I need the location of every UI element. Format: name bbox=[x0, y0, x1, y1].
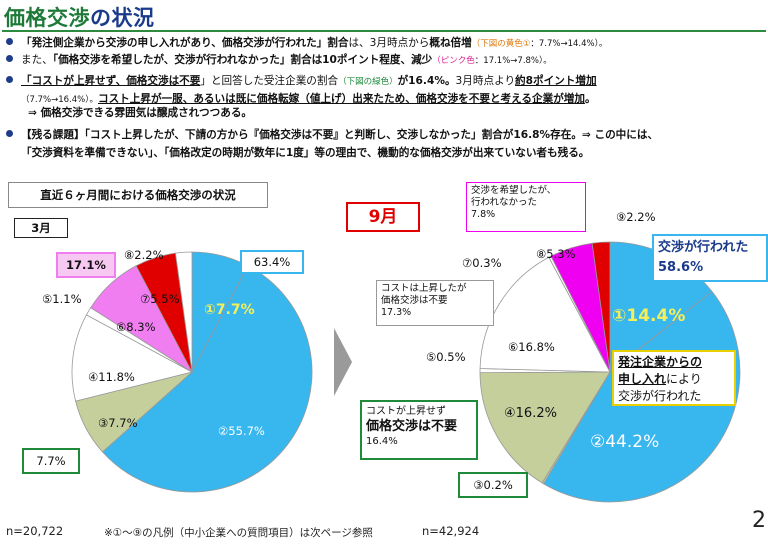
title-suffix: の状況 bbox=[90, 6, 155, 30]
bullet-text: ⇒ 価格交渉できる雰囲気は醸成されつつある。 bbox=[28, 107, 253, 119]
bullet-text: （ピンク色 bbox=[432, 56, 475, 66]
march-slice-4 bbox=[71, 314, 194, 402]
march-sample-size: n=20,722 bbox=[6, 524, 64, 538]
sept-request-box: 発注企業からの 申し入れにより 交渉が行われた bbox=[612, 350, 736, 406]
bullet-text: 【残る課題】「コスト上昇したが、下請の方から『価格交渉は不要』と判断し、交渉しな… bbox=[21, 129, 659, 141]
march-s2-label: ②55.7% bbox=[218, 424, 265, 438]
bullet-text: 「発注側企業から交渉の申し入れがあり、価格交渉が行われた」割合 bbox=[21, 37, 349, 49]
sept-s9-label: ⑨2.2% bbox=[616, 210, 656, 224]
sept-nocost-line1: コストが上昇せず bbox=[366, 406, 446, 417]
bullet-dot bbox=[6, 76, 13, 83]
legend-note: ※①～⑨の凡例（中小企業への質問項目）は次ページ参照 bbox=[104, 527, 373, 539]
bullet-text: また、 bbox=[21, 54, 53, 66]
sept-s1-label: ①14.4% bbox=[612, 306, 686, 326]
sept-nocost-line2: 価格交渉は不要 bbox=[366, 419, 458, 434]
bullet-text: 。 bbox=[584, 93, 596, 105]
bullet-text: 「価格交渉を希望したが、交渉が行われなかった」割合は10ポイント程度、減少 bbox=[52, 54, 433, 66]
bullet-text: 」と回答した受注企業の割合 bbox=[200, 75, 339, 87]
march-green-label: 7.7% bbox=[22, 448, 80, 474]
sept-s7-label: ⑦0.3% bbox=[462, 256, 502, 270]
september-title: 9月 bbox=[346, 202, 420, 232]
september-slice-9 bbox=[591, 241, 611, 373]
bullet-text: コスト上昇が一服、あるいは既に価格転嫁（値上げ）出来たため、価格交渉を不要と考え… bbox=[97, 93, 585, 105]
sept-hope-line2: 行われなかった bbox=[471, 197, 538, 208]
sept-request-line1: 発注企業からの bbox=[618, 355, 703, 369]
march-slice-8 bbox=[175, 251, 193, 373]
bullet-line: また、「価格交渉を希望したが、交渉が行われなかった」割合は10ポイント程度、減少… bbox=[6, 53, 552, 68]
bullet-text: ：17.1%→7.8%）。 bbox=[474, 56, 552, 66]
sept-s4-label: ④16.2% bbox=[504, 406, 557, 421]
title-main: 価格交渉 bbox=[4, 6, 90, 30]
march-s8-label: ⑧2.2% bbox=[124, 248, 164, 262]
sept-request-line2b: により bbox=[666, 372, 702, 386]
september-slice-4 bbox=[479, 371, 611, 484]
march-total12-label: 63.4% bbox=[240, 250, 304, 274]
march-s5-label: ⑤1.1% bbox=[42, 292, 82, 306]
sept-nocost-box: コストが上昇せず 価格交渉は不要 16.4% bbox=[360, 400, 478, 460]
bullet-text: 「交渉資料を準備できない」、「価格改定の時期が数年に1度」等の理由で、機動的な価… bbox=[21, 147, 590, 159]
page-number: 2 bbox=[752, 508, 766, 533]
sept-hope-value: 7.8% bbox=[471, 209, 496, 220]
bullet-line: 「交渉資料を準備できない」、「価格改定の時期が数年に1度」等の理由で、機動的な価… bbox=[21, 146, 589, 160]
page-title: 価格交渉の状況 bbox=[4, 2, 155, 32]
sept-done-line1: 交渉が行われた bbox=[658, 240, 749, 255]
bullet-line: 「発注側企業から交渉の申し入れがあり、価格交渉が行われた」割合は、3月時点から概… bbox=[6, 36, 607, 51]
march-s6-label: ⑥8.3% bbox=[116, 320, 156, 334]
march-s4-label: ④11.8% bbox=[88, 370, 135, 384]
sept-s5-label: ⑤0.5% bbox=[426, 350, 466, 364]
sept-request-line2: 申し入れ bbox=[618, 372, 667, 386]
march-s7-label: ⑦5.5% bbox=[140, 292, 180, 306]
sept-request-line3: 交渉が行われた bbox=[618, 389, 702, 403]
march-pink-label: 17.1% bbox=[56, 252, 116, 278]
sept-s3-label: ③0.2% bbox=[458, 472, 528, 498]
bullet-line: 「コストが上昇せず、価格交渉は不要」と回答した受注企業の割合（下図の緑色）が16… bbox=[6, 74, 597, 89]
sept-s6-label: ⑥16.8% bbox=[508, 340, 555, 354]
bullet-text: ：7.7%→14.4%）。 bbox=[530, 39, 608, 49]
sept-costup-value: 17.3% bbox=[381, 307, 412, 318]
bullet-dot bbox=[6, 38, 13, 45]
bullet-line: ⇒ 価格交渉できる雰囲気は醸成されつつある。 bbox=[28, 106, 252, 120]
bullet-dot bbox=[6, 130, 13, 137]
bullet-line: （7.7%→16.4%）。コスト上昇が一服、あるいは既に価格転嫁（値上げ）出来た… bbox=[21, 92, 596, 107]
bullet-text: 約8ポイント増加 bbox=[515, 75, 597, 87]
bullet-text: は、3月時点から bbox=[348, 37, 430, 49]
sept-costup-box: コストは上昇したが 価格交渉は不要 17.3% bbox=[376, 280, 494, 326]
chart-subtitle: 直近６ヶ月間における価格交渉の状況 bbox=[8, 182, 268, 208]
sept-done-box: 交渉が行われた 58.6% bbox=[652, 234, 768, 282]
march-s1-label: ①7.7% bbox=[204, 302, 255, 318]
bullet-text: （下図の黄色① bbox=[471, 39, 531, 49]
sept-costup-line1: コストは上昇したが bbox=[381, 283, 467, 294]
bullet-text: 「コストが上昇せず、価格交渉は不要 bbox=[21, 75, 201, 87]
sept-costup-line2: 価格交渉は不要 bbox=[381, 295, 448, 306]
bullet-text: が16.4%。 bbox=[397, 75, 456, 87]
march-title: 3月 bbox=[14, 218, 68, 238]
title-underline bbox=[2, 30, 766, 32]
bullet-text: （7.7%→16.4%）。 bbox=[21, 95, 98, 105]
transition-arrow bbox=[334, 328, 352, 396]
bullet-text: （下図の緑色） bbox=[338, 77, 398, 87]
sept-nocost-value: 16.4% bbox=[366, 436, 398, 447]
march-s3-label: ③7.7% bbox=[98, 416, 138, 430]
sept-done-value: 58.6% bbox=[658, 260, 704, 275]
sept-hope-line1: 交渉を希望したが、 bbox=[471, 185, 557, 196]
sept-s2-label: ②44.2% bbox=[590, 432, 660, 452]
march-slice-2 bbox=[101, 265, 313, 493]
sept-hope-box: 交渉を希望したが、 行われなかった 7.8% bbox=[466, 182, 586, 232]
september-slice-6 bbox=[479, 256, 611, 373]
bullet-text: 3月時点より bbox=[455, 75, 516, 87]
bullet-text: 概ね倍増 bbox=[429, 37, 472, 49]
september-sample-size: n=42,924 bbox=[422, 524, 480, 538]
bullet-dot bbox=[6, 55, 13, 62]
sept-s8-label: ⑧5.3% bbox=[536, 247, 576, 261]
bullet-line: 【残る課題】「コスト上昇したが、下請の方から『価格交渉は不要』と判断し、交渉しな… bbox=[6, 128, 658, 142]
